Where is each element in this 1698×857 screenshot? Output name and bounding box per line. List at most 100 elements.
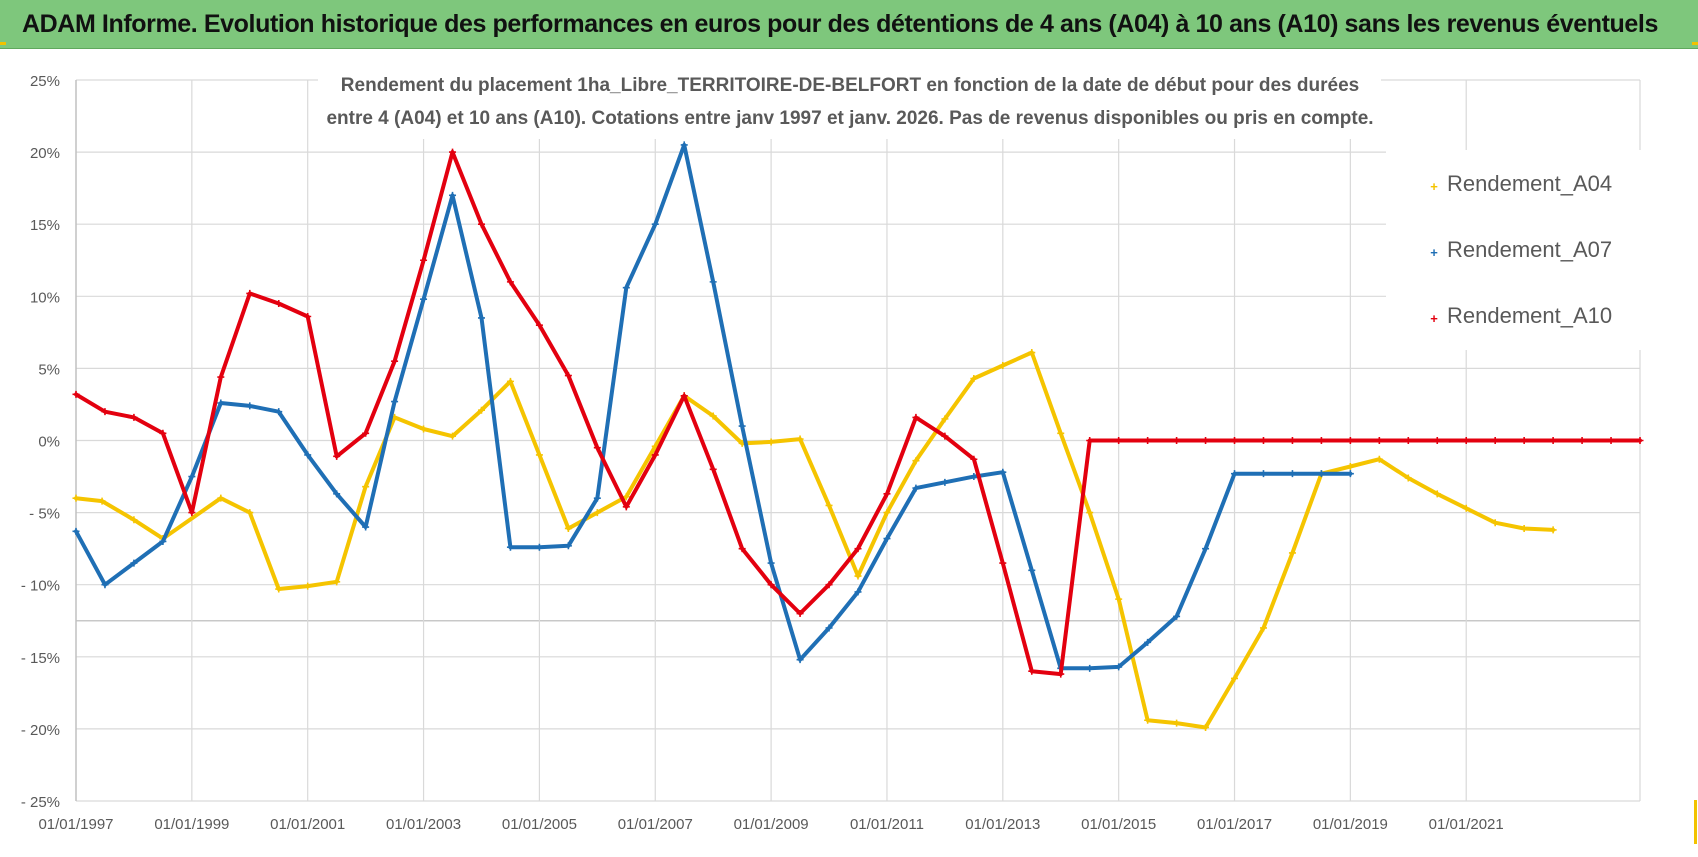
- y-tick-label: 25%: [30, 73, 60, 90]
- data-point-a04: [275, 585, 283, 593]
- header-banner: ADAM Informe. Evolution historique des p…: [0, 0, 1698, 49]
- data-point-a10: [449, 148, 457, 156]
- data-point-a04: [130, 516, 138, 524]
- data-point-a04: [1144, 716, 1152, 724]
- data-point-a10: [1520, 437, 1528, 444]
- data-point-a07: [1288, 470, 1296, 478]
- legend-label-a10: Rendement_A10: [1447, 303, 1612, 328]
- data-point-a10: [1173, 437, 1181, 444]
- y-tick-label: 10%: [30, 289, 60, 306]
- data-point-a04: [449, 432, 457, 440]
- data-point-a07: [593, 494, 601, 502]
- data-point-a04: [246, 509, 254, 517]
- data-point-a10: [912, 413, 920, 421]
- data-point-a07: [246, 402, 254, 410]
- data-point-a10: [593, 444, 601, 452]
- data-point-a04: [1259, 624, 1267, 632]
- chart-title-line-2: entre 4 (A04) et 10 ans (A10). Cotations…: [326, 108, 1373, 129]
- data-point-a07: [130, 559, 138, 567]
- data-point-a04: [1462, 504, 1470, 512]
- series-line-a07: [74, 142, 1353, 671]
- data-point-a07: [420, 295, 428, 303]
- data-point-a10: [217, 373, 225, 381]
- y-tick-label: - 5%: [29, 506, 60, 523]
- x-tick-label: 01/01/2019: [1313, 816, 1388, 833]
- y-tick-label: 15%: [30, 217, 60, 234]
- data-point-a10: [506, 278, 514, 286]
- chart-title-line-1: Rendement du placement 1ha_Libre_TERRITO…: [341, 75, 1359, 96]
- data-point-a10: [1433, 437, 1441, 444]
- data-point-a04: [1202, 723, 1210, 731]
- data-point-a10: [1028, 667, 1036, 675]
- data-point-a07: [651, 220, 659, 228]
- data-point-a10: [420, 256, 428, 264]
- data-point-a04: [535, 451, 543, 459]
- data-point-a04: [506, 377, 514, 385]
- data-point-a10: [1549, 437, 1557, 444]
- legend-marker-a07: +: [1430, 245, 1438, 260]
- chart-title-background: [318, 63, 1381, 139]
- data-point-a07: [796, 656, 804, 664]
- data-point-a07: [970, 473, 978, 481]
- y-tick-label: 20%: [30, 145, 60, 162]
- data-point-a10: [1636, 437, 1644, 444]
- data-point-a07: [72, 527, 80, 535]
- data-point-a04: [970, 374, 978, 382]
- data-point-a10: [680, 392, 688, 400]
- data-point-a04: [593, 509, 601, 517]
- data-point-a04: [1549, 526, 1557, 534]
- data-point-a07: [1202, 545, 1210, 553]
- data-point-a04: [622, 493, 630, 501]
- axis-layer: 25% 20% 15% 10% 5% 0% - 5% - 10% - 15% - 20% - 25%…: [21, 73, 1504, 833]
- data-point-a10: [333, 452, 341, 460]
- banner-title: ADAM Informe. Evolution historique des p…: [22, 9, 1658, 38]
- data-point-a07: [709, 278, 717, 286]
- data-point-a07: [825, 624, 833, 632]
- legend-label-a07: Rendement_A07: [1447, 237, 1612, 262]
- data-point-a04: [941, 415, 949, 423]
- data-point-a04: [1231, 674, 1239, 682]
- data-point-a10: [651, 451, 659, 459]
- y-tick-label: - 25%: [21, 794, 60, 811]
- series-a07: [72, 141, 1354, 672]
- series-layer: [72, 141, 1644, 731]
- data-point-a10: [738, 545, 746, 553]
- data-point-a10: [767, 581, 775, 589]
- x-tick-label: 01/01/2007: [618, 816, 693, 833]
- data-point-a07: [391, 398, 399, 406]
- data-point-a07: [854, 588, 862, 596]
- data-point-a07: [912, 484, 920, 492]
- data-point-a07: [622, 284, 630, 292]
- data-point-a10: [1288, 437, 1296, 444]
- data-point-a07: [941, 478, 949, 486]
- data-point-a10: [275, 300, 283, 308]
- data-point-a04: [883, 509, 891, 517]
- y-tick-label: 0%: [38, 434, 60, 451]
- data-point-a10: [622, 503, 630, 511]
- data-point-a10: [188, 509, 196, 517]
- data-point-a10: [999, 559, 1007, 567]
- data-point-a07: [1086, 664, 1094, 672]
- data-point-a10: [477, 220, 485, 228]
- data-point-a04: [709, 412, 717, 420]
- data-point-a07: [1028, 566, 1036, 574]
- x-tick-label: 01/01/2017: [1197, 816, 1272, 833]
- data-point-a04: [1086, 509, 1094, 517]
- series-a10: [72, 148, 1644, 678]
- data-point-a10: [1491, 437, 1499, 444]
- data-point-a04: [333, 578, 341, 586]
- data-point-a04: [825, 501, 833, 509]
- legend-background: [1386, 150, 1646, 350]
- data-point-a07: [159, 537, 167, 545]
- data-point-a07: [1173, 612, 1181, 620]
- data-point-a10: [1086, 437, 1094, 444]
- data-point-a10: [391, 357, 399, 365]
- data-point-a04: [854, 572, 862, 580]
- legend-item-a07: + Rendement_A07: [1430, 237, 1612, 262]
- data-point-a07: [506, 543, 514, 551]
- corner-mark-bottom-right: [1694, 800, 1697, 844]
- legend-item-a04: + Rendement_A04: [1430, 171, 1612, 196]
- data-point-a07: [188, 473, 196, 481]
- data-point-a10: [825, 581, 833, 589]
- legend-label-a04: Rendement_A04: [1447, 171, 1612, 196]
